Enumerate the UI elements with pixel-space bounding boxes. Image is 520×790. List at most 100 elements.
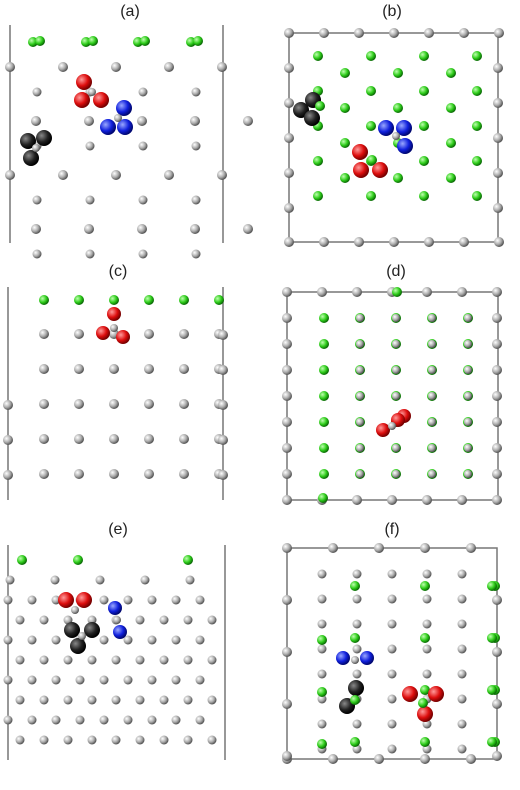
atom (293, 102, 309, 118)
atom (218, 470, 228, 480)
atom (356, 340, 364, 348)
atom (352, 644, 362, 654)
atom (109, 469, 119, 479)
atom (350, 633, 360, 643)
atom (457, 495, 467, 505)
atom (75, 715, 85, 725)
atom (494, 237, 504, 247)
atom (393, 68, 403, 78)
atom (319, 365, 329, 375)
atom (116, 330, 130, 344)
atom (36, 130, 52, 146)
atom (356, 314, 364, 322)
atom (457, 669, 467, 679)
atom (5, 575, 15, 585)
atom (218, 330, 228, 340)
atom (304, 110, 320, 126)
atom (284, 168, 294, 178)
atom (464, 444, 472, 452)
atom (392, 444, 400, 452)
panel-label: (b) (382, 3, 402, 20)
atom (88, 36, 98, 46)
atom (428, 470, 436, 478)
atom (109, 434, 119, 444)
atom (5, 62, 15, 72)
atom (472, 156, 482, 166)
atom (138, 249, 148, 259)
atom (117, 119, 133, 135)
atom (392, 340, 400, 348)
atom (39, 364, 49, 374)
atom (493, 98, 503, 108)
atom (319, 237, 329, 247)
atom (492, 595, 502, 605)
atom (159, 655, 169, 665)
atom (76, 592, 92, 608)
atom (32, 249, 42, 259)
atom (422, 644, 432, 654)
atom (84, 622, 100, 638)
atom (207, 615, 217, 625)
atom (51, 715, 61, 725)
atom (179, 364, 189, 374)
atom (51, 635, 61, 645)
atom (466, 754, 476, 764)
atom (284, 237, 294, 247)
atom (317, 687, 327, 697)
atom (63, 735, 73, 745)
atom (387, 719, 397, 729)
atom (284, 133, 294, 143)
atom (492, 313, 502, 323)
atom (35, 36, 45, 46)
atom (58, 592, 74, 608)
atom (387, 594, 397, 604)
atom (108, 601, 122, 615)
atom (39, 434, 49, 444)
atom (492, 391, 502, 401)
atom (367, 155, 377, 165)
panel-label: (e) (108, 521, 128, 538)
atom (20, 133, 36, 149)
atom (351, 656, 359, 664)
atom (340, 103, 350, 113)
atom (75, 675, 85, 685)
atom (39, 615, 49, 625)
atom (32, 144, 40, 152)
atom (218, 435, 228, 445)
atom (387, 669, 397, 679)
atom (356, 470, 364, 478)
atom (282, 751, 292, 761)
atom (93, 92, 109, 108)
atom (422, 669, 432, 679)
atom (183, 615, 193, 625)
atom (3, 400, 13, 410)
atom (317, 635, 327, 645)
atom (420, 633, 430, 643)
atom (494, 28, 504, 38)
atom (100, 119, 116, 135)
atom (319, 443, 329, 453)
atom (50, 575, 60, 585)
atom (360, 651, 374, 665)
atom (5, 170, 15, 180)
atom (147, 715, 157, 725)
atom (15, 695, 25, 705)
atom (214, 295, 224, 305)
atom (87, 735, 97, 745)
atom (282, 699, 292, 709)
atom (317, 694, 327, 704)
atom (466, 543, 476, 553)
atom (159, 695, 169, 705)
atom (193, 36, 203, 46)
atom (114, 114, 122, 122)
atom (319, 28, 329, 38)
atom (328, 754, 338, 764)
atom (58, 62, 68, 72)
atom (492, 339, 502, 349)
atom (171, 715, 181, 725)
atom (313, 191, 323, 201)
atom (3, 635, 13, 645)
atom (74, 329, 84, 339)
atom (392, 366, 400, 374)
atom (76, 74, 92, 90)
